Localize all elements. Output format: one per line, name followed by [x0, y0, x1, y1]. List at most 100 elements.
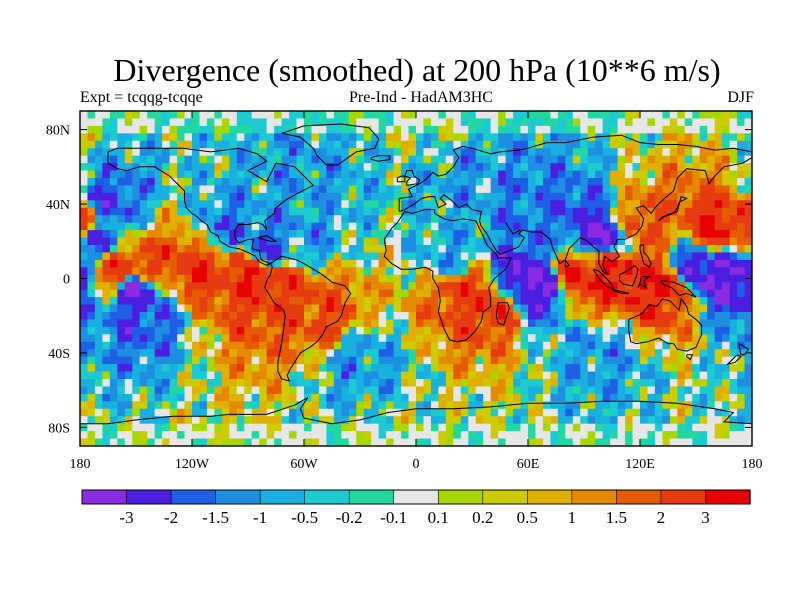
field-cell	[445, 148, 454, 157]
field-cell	[722, 192, 731, 201]
field-cell	[311, 356, 320, 365]
field-cell	[595, 401, 604, 410]
field-cell	[677, 230, 686, 239]
field-cell	[542, 312, 551, 321]
field-cell	[737, 170, 746, 179]
field-cell	[386, 163, 395, 172]
field-cell	[595, 416, 604, 425]
field-cell	[341, 379, 350, 388]
field-cell	[557, 148, 566, 157]
field-cell	[147, 297, 156, 306]
field-cell	[640, 237, 649, 246]
field-cell	[333, 401, 342, 410]
field-cell	[221, 192, 230, 201]
field-cell	[632, 319, 641, 328]
field-cell	[378, 356, 387, 365]
field-cell	[341, 416, 350, 425]
field-cell	[229, 304, 238, 313]
field-cell	[304, 356, 313, 365]
field-cell	[654, 423, 663, 432]
field-cell	[692, 259, 701, 268]
field-cell	[281, 356, 290, 365]
field-cell	[505, 163, 514, 172]
field-cell	[87, 401, 96, 410]
field-cell	[408, 148, 417, 157]
field-cell	[610, 222, 619, 231]
field-cell	[572, 170, 581, 179]
field-cell	[565, 192, 574, 201]
field-cell	[535, 438, 544, 446]
field-cell	[109, 230, 118, 239]
divergence-field	[80, 111, 752, 446]
field-cell	[483, 237, 492, 246]
field-cell	[445, 170, 454, 179]
field-cell	[236, 431, 245, 440]
field-cell	[557, 133, 566, 142]
field-cell	[386, 207, 395, 216]
field-cell	[468, 423, 477, 432]
field-cell	[304, 125, 313, 134]
field-cell	[408, 267, 417, 276]
field-cell	[348, 237, 357, 246]
field-cell	[430, 200, 439, 209]
field-cell	[393, 312, 402, 321]
field-cell	[438, 259, 447, 268]
field-cell	[692, 140, 701, 149]
field-cell	[206, 319, 215, 328]
field-cell	[468, 349, 477, 358]
field-cell	[401, 401, 410, 410]
field-cell	[483, 282, 492, 291]
field-cell	[677, 215, 686, 224]
field-cell	[483, 111, 492, 120]
field-cell	[587, 438, 596, 446]
field-cell	[744, 326, 752, 335]
field-cell	[109, 349, 118, 358]
field-cell	[714, 245, 723, 254]
field-cell	[595, 118, 604, 127]
field-cell	[371, 356, 380, 365]
field-cell	[483, 259, 492, 268]
field-cell	[251, 230, 260, 239]
field-cell	[617, 148, 626, 157]
field-cell	[348, 163, 357, 172]
field-cell	[408, 178, 417, 187]
field-cell	[87, 312, 96, 321]
field-cell	[699, 423, 708, 432]
field-cell	[326, 319, 335, 328]
field-cell	[438, 438, 447, 446]
field-cell	[206, 438, 215, 446]
field-cell	[557, 282, 566, 291]
field-cell	[423, 259, 432, 268]
field-cell	[356, 401, 365, 410]
field-cell	[625, 334, 634, 343]
field-cell	[169, 341, 178, 350]
field-cell	[737, 386, 746, 395]
field-cell	[102, 386, 111, 395]
field-cell	[371, 274, 380, 283]
field-cell	[565, 319, 574, 328]
field-cell	[371, 319, 380, 328]
field-cell	[214, 356, 223, 365]
field-cell	[737, 111, 746, 120]
field-cell	[729, 155, 738, 164]
field-cell	[498, 379, 507, 388]
field-cell	[289, 416, 298, 425]
field-cell	[423, 274, 432, 283]
field-cell	[401, 364, 410, 373]
field-cell	[565, 125, 574, 134]
coastline	[637, 276, 651, 289]
field-cell	[229, 200, 238, 209]
field-cell	[550, 111, 559, 120]
field-cell	[154, 178, 163, 187]
field-cell	[221, 379, 230, 388]
field-cell	[251, 289, 260, 298]
field-cell	[430, 133, 439, 142]
colorbar-swatch	[571, 489, 618, 505]
field-cell	[109, 408, 118, 417]
field-cell	[147, 178, 156, 187]
field-cell	[378, 207, 387, 216]
field-cell	[610, 200, 619, 209]
field-cell	[528, 267, 537, 276]
field-cell	[206, 289, 215, 298]
field-cell	[744, 215, 752, 224]
